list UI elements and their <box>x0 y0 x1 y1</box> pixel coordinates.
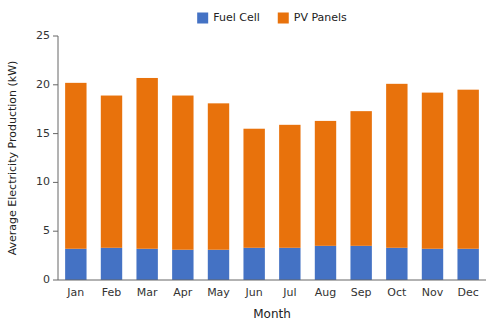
y-axis-line <box>58 36 59 280</box>
x-tick-label: Oct <box>387 286 407 299</box>
bar-segment <box>350 111 371 246</box>
bar-segment <box>386 84 407 248</box>
bar-segment <box>422 93 443 249</box>
y-tick-label: 5 <box>43 224 50 237</box>
bar-segment <box>65 249 86 280</box>
y-tick <box>53 84 58 85</box>
chart: 0 5 10 15 20 25 Jan Feb Mar Apr May Jun Jul Aug Sep Oct… <box>0 0 500 326</box>
y-tick-label: 20 <box>36 78 50 91</box>
y-tick <box>53 133 58 134</box>
y-tick-label: 0 <box>43 273 50 286</box>
x-axis-title: Month <box>253 307 291 321</box>
bar-segment <box>386 248 407 280</box>
bar-segment <box>136 249 157 280</box>
y-tick <box>53 280 58 281</box>
x-tick-label: May <box>207 286 230 299</box>
y-tick-label: 15 <box>36 127 50 140</box>
x-tick-label: Nov <box>422 286 444 299</box>
y-axis: 0 5 10 15 20 25 <box>36 29 58 286</box>
bar-segment <box>243 129 264 248</box>
x-tick-label: Jul <box>282 286 296 299</box>
bar-segment <box>279 125 300 248</box>
bar-segment <box>457 90 478 249</box>
bar-segment <box>172 96 193 250</box>
y-tick-label: 10 <box>36 175 50 188</box>
y-tick <box>53 182 58 183</box>
legend-item: PV Panels <box>278 11 347 24</box>
bar-segment <box>457 249 478 280</box>
legend: Fuel Cell PV Panels <box>197 11 347 24</box>
x-axis-line <box>58 280 486 281</box>
legend-swatch <box>197 13 208 24</box>
bar-segment <box>279 248 300 280</box>
bar-segment <box>65 83 86 249</box>
y-tick-label: 25 <box>36 29 50 42</box>
bar-segment <box>243 248 264 280</box>
x-tick-label: Sep <box>351 286 372 299</box>
x-tick-label: Feb <box>102 286 121 299</box>
bar-segment <box>422 249 443 280</box>
bar-segment <box>208 250 229 280</box>
bar-segment <box>101 96 122 248</box>
x-tick-label: Jun <box>245 286 263 299</box>
x-tick-label: Mar <box>137 286 158 299</box>
y-tick <box>53 36 58 37</box>
bar-segment <box>315 246 336 280</box>
x-tick-label: Dec <box>458 286 479 299</box>
x-tick-label: Apr <box>173 286 193 299</box>
x-axis: Jan Feb Mar Apr May Jun Jul Aug Sep Oct Nov Dec <box>66 286 478 299</box>
legend-swatch <box>278 13 289 24</box>
bar-segment <box>208 103 229 249</box>
x-tick-label: Aug <box>315 286 336 299</box>
bar-segment <box>136 78 157 249</box>
x-tick-label: Jan <box>66 286 84 299</box>
legend-item: Fuel Cell <box>197 11 260 24</box>
bars <box>65 78 479 280</box>
y-tick <box>53 231 58 232</box>
legend-label: Fuel Cell <box>213 11 260 24</box>
bar-segment <box>101 248 122 280</box>
bar-segment <box>172 250 193 280</box>
y-axis-title: Average Electricity Production (kW) <box>6 61 19 256</box>
bar-segment <box>315 121 336 246</box>
bar-segment <box>350 246 371 280</box>
legend-label: PV Panels <box>294 11 347 24</box>
